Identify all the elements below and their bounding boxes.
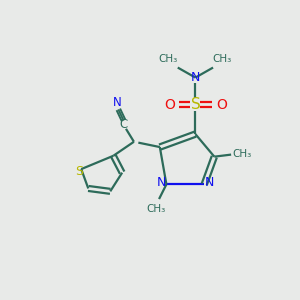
Text: C: C (119, 118, 128, 131)
Text: N: N (205, 176, 214, 189)
Text: O: O (216, 98, 227, 112)
Text: S: S (75, 165, 83, 178)
Text: CH₃: CH₃ (159, 54, 178, 64)
Text: N: N (156, 176, 166, 189)
Text: O: O (164, 98, 175, 112)
Text: CH₃: CH₃ (213, 54, 232, 64)
Text: N: N (112, 96, 121, 110)
Text: S: S (190, 97, 200, 112)
Text: N: N (191, 71, 200, 84)
Text: CH₃: CH₃ (146, 204, 166, 214)
Text: CH₃: CH₃ (233, 149, 252, 159)
